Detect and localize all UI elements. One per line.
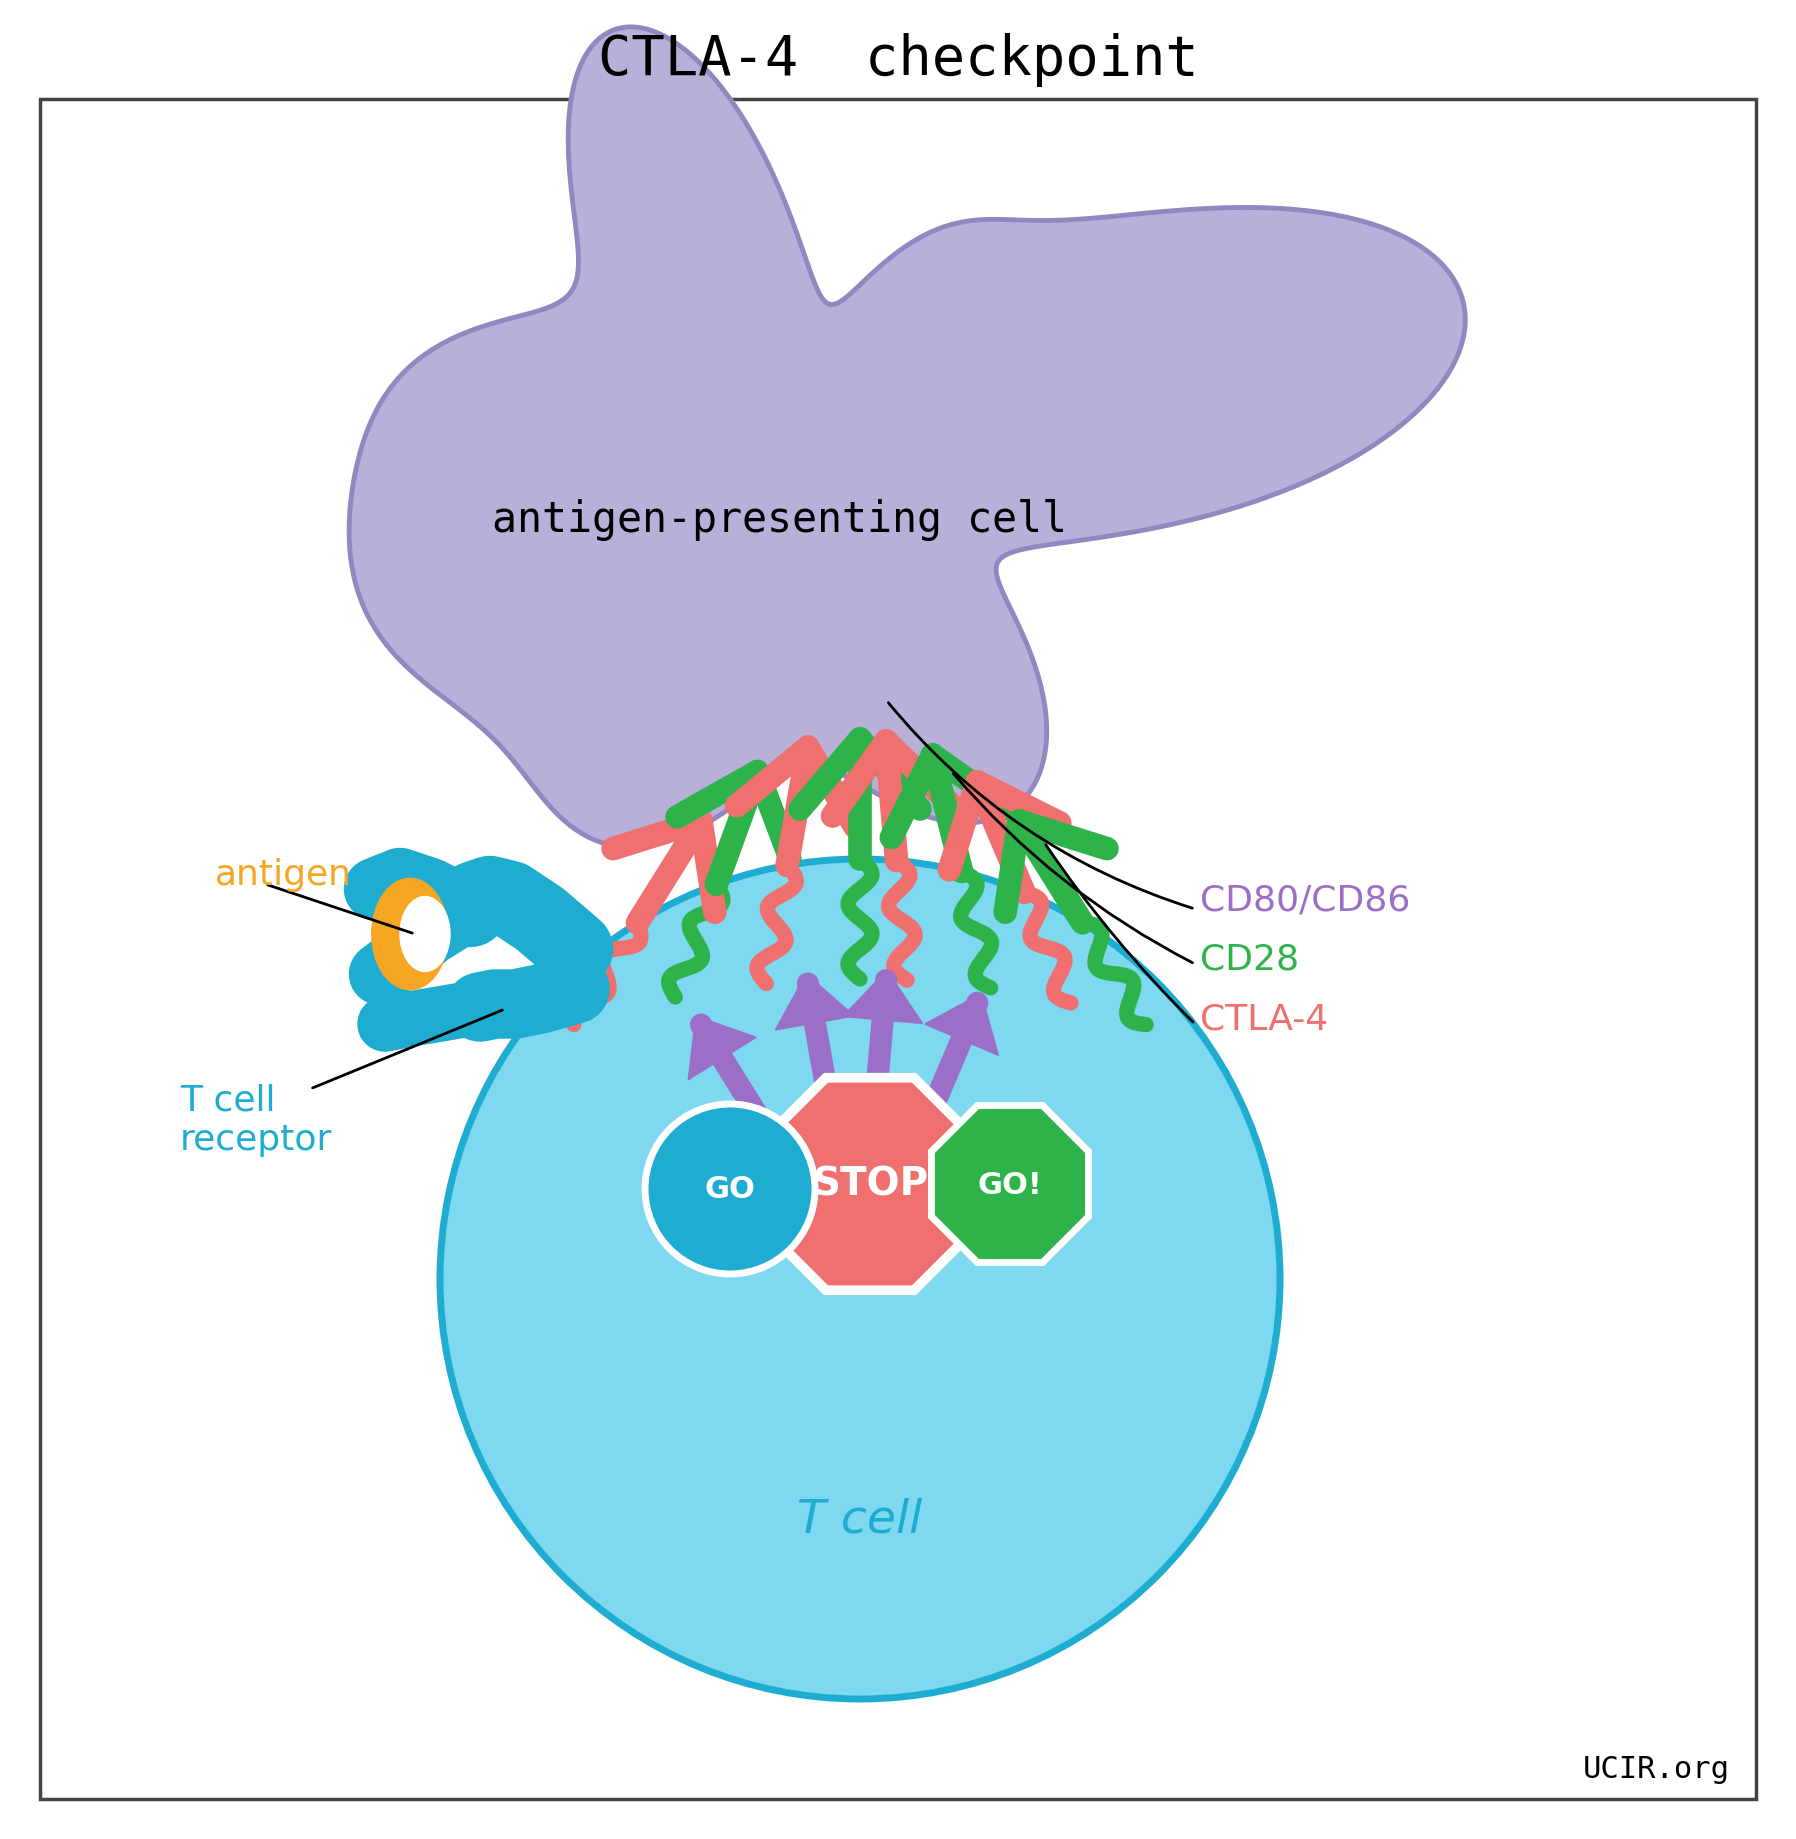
Circle shape xyxy=(440,859,1281,1699)
Text: STOP: STOP xyxy=(812,1166,929,1203)
Polygon shape xyxy=(348,28,1466,848)
Polygon shape xyxy=(763,1078,977,1291)
Circle shape xyxy=(645,1105,815,1274)
Text: CTLA-4  checkpoint: CTLA-4 checkpoint xyxy=(598,33,1198,86)
Polygon shape xyxy=(776,975,855,1030)
Text: CTLA-4: CTLA-4 xyxy=(1200,1002,1329,1037)
Text: CD80/CD86: CD80/CD86 xyxy=(1200,883,1410,916)
Text: UCIR.org: UCIR.org xyxy=(1582,1754,1730,1784)
Polygon shape xyxy=(925,995,999,1056)
Ellipse shape xyxy=(401,897,451,973)
Text: GO: GO xyxy=(704,1175,756,1205)
Polygon shape xyxy=(932,1105,1088,1263)
Text: CD28: CD28 xyxy=(1200,942,1299,977)
Ellipse shape xyxy=(372,879,447,989)
Text: T cell: T cell xyxy=(797,1497,923,1541)
Text: T cell
receptor: T cell receptor xyxy=(180,1083,332,1157)
Text: antigen-presenting cell: antigen-presenting cell xyxy=(492,498,1067,541)
Text: GO!: GO! xyxy=(977,1170,1042,1199)
Text: antigen: antigen xyxy=(216,857,352,892)
Polygon shape xyxy=(688,1017,756,1079)
Polygon shape xyxy=(842,971,923,1024)
